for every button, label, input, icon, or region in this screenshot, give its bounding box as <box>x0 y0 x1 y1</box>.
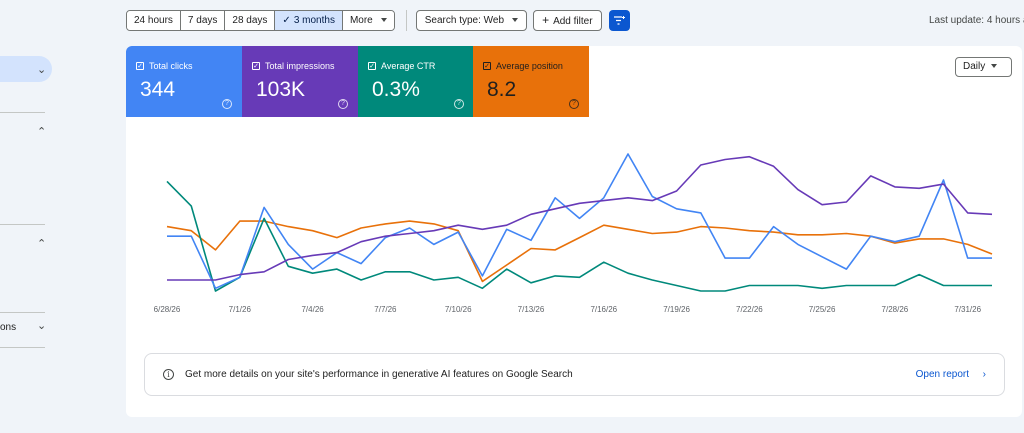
x-tick-label: 7/25/26 <box>809 305 836 314</box>
checkbox-checked-icon[interactable]: ✓ <box>136 62 144 70</box>
x-tick-label: 7/16/26 <box>590 305 617 314</box>
metric-tile-average-position[interactable]: ✓ Average position 8.2 ? <box>473 46 589 117</box>
x-tick-label: 7/31/26 <box>954 305 981 314</box>
banner-message: Get more details on your site's performa… <box>185 369 573 380</box>
metric-label: Average CTR <box>381 61 436 71</box>
search-type-label: Search type: Web <box>424 15 505 26</box>
metric-label: Total impressions <box>265 61 335 71</box>
metric-label-row: ✓ Total impressions <box>252 61 335 71</box>
more-label: More <box>349 15 373 26</box>
series-line-average-position[interactable] <box>166 220 993 283</box>
sidebar-item-label[interactable]: ons <box>0 322 17 333</box>
toolbar-divider <box>405 10 407 31</box>
help-icon[interactable]: ? <box>338 99 348 109</box>
x-tick-label: 7/1/26 <box>229 305 252 314</box>
metric-label-row: ✓ Total clicks <box>136 61 193 71</box>
chevron-right-icon[interactable]: › <box>982 369 986 380</box>
metric-label-row: ✓ Average CTR <box>368 61 435 71</box>
metric-value: 344 <box>140 78 176 101</box>
metric-value: 0.3% <box>372 78 420 101</box>
x-tick-label: 6/28/26 <box>154 305 181 314</box>
date-range-3-months-label: 3 months <box>293 15 335 26</box>
date-range-selector: 24 hours 7 days 28 days ✓ 3 months More <box>126 10 395 31</box>
metric-label: Total clicks <box>149 61 193 71</box>
add-filter-label: Add filter <box>553 16 593 27</box>
generative-ai-banner: i Get more details on your site's perfor… <box>144 353 1005 396</box>
sidebar-active-item[interactable] <box>0 56 52 82</box>
series-line-total-impressions[interactable] <box>167 155 993 281</box>
add-filter-button[interactable]: + Add filter <box>533 10 602 31</box>
sidebar-divider <box>0 112 45 113</box>
x-tick-label: 7/22/26 <box>736 305 763 314</box>
granularity-dropdown[interactable]: Daily <box>955 57 1012 77</box>
search-type-dropdown[interactable]: Search type: Web <box>415 10 528 31</box>
help-icon[interactable]: ? <box>569 99 579 109</box>
checkbox-checked-icon[interactable]: ✓ <box>368 62 376 70</box>
x-tick-label: 7/4/26 <box>301 305 324 314</box>
date-range-3-months[interactable]: ✓ 3 months <box>275 11 343 30</box>
help-icon[interactable]: ? <box>222 99 232 109</box>
granularity-label: Daily <box>963 61 986 72</box>
filter-settings-icon[interactable] <box>608 10 630 31</box>
date-range-24-hours[interactable]: 24 hours <box>127 11 181 30</box>
checkbox-checked-icon[interactable]: ✓ <box>483 62 491 70</box>
metric-tile-average-ctr[interactable]: ✓ Average CTR 0.3% ? <box>358 46 474 117</box>
last-update-text: Last update: 4 hours a <box>929 15 1024 26</box>
caret-down-icon <box>380 18 387 23</box>
metric-label: Average position <box>496 61 563 71</box>
x-tick-label: 7/13/26 <box>518 305 545 314</box>
caret-down-icon <box>512 18 519 23</box>
sidebar-divider <box>0 312 45 313</box>
x-tick-label: 7/28/26 <box>882 305 909 314</box>
metric-label-row: ✓ Average position <box>483 61 563 71</box>
x-tick-label: 7/7/26 <box>374 305 397 314</box>
date-range-28-days[interactable]: 28 days <box>225 11 276 30</box>
performance-card: ✓ Total clicks 344 ? ✓ Total impressions 1… <box>126 46 1022 417</box>
chevron-up-icon[interactable]: ⌃ <box>37 126 47 138</box>
sidebar-divider <box>0 347 45 348</box>
x-tick-label: 7/19/26 <box>663 305 690 314</box>
info-icon: i <box>163 369 174 380</box>
check-icon: ✓ <box>282 15 291 26</box>
metric-tile-total-impressions[interactable]: ✓ Total impressions 103K ? <box>242 46 358 117</box>
chevron-up-icon[interactable]: ⌃ <box>37 238 47 250</box>
metric-value: 8.2 <box>487 78 517 101</box>
sidebar-divider <box>0 224 45 225</box>
series-line-average-ctr[interactable] <box>166 180 992 292</box>
performance-line-chart: 6/28/26 7/1/26 7/4/26 7/7/26 7/10/26 7/13/26 7… <box>154 153 993 314</box>
metric-value: 103K <box>256 78 306 101</box>
more-date-ranges-button[interactable]: More <box>342 11 394 30</box>
plus-icon: + <box>542 13 550 27</box>
metric-tile-total-clicks[interactable]: ✓ Total clicks 344 ? <box>126 46 242 117</box>
x-tick-label: 7/10/26 <box>445 305 472 314</box>
date-range-7-days[interactable]: 7 days <box>180 11 226 30</box>
open-report-link[interactable]: Open report <box>915 369 969 380</box>
chevron-down-icon[interactable]: ⌄ <box>37 64 47 76</box>
chevron-down-icon[interactable]: ⌄ <box>37 320 47 332</box>
help-icon[interactable]: ? <box>454 99 464 109</box>
sidebar: ⌄ ⌃ ⌃ ons ⌄ <box>0 0 60 433</box>
checkbox-checked-icon[interactable]: ✓ <box>252 62 260 70</box>
caret-down-icon <box>991 64 998 69</box>
series-line-total-clicks[interactable] <box>167 153 992 290</box>
filter-toolbar: 24 hours 7 days 28 days ✓ 3 months More S… <box>126 10 630 31</box>
